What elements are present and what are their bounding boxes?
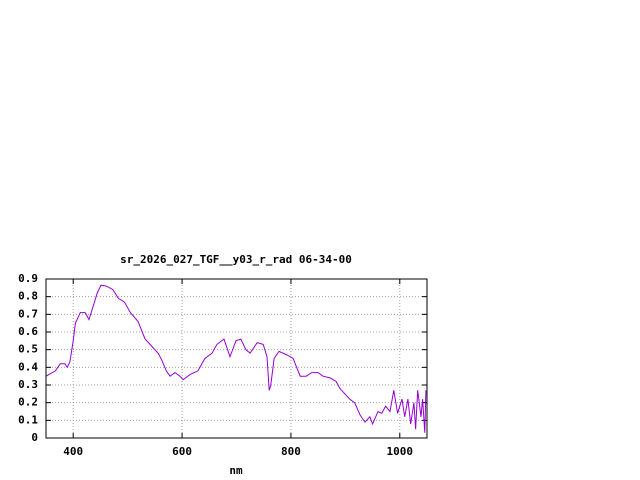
y-tick-label: 0.2 xyxy=(18,396,38,409)
y-tick-label: 0.9 xyxy=(18,272,38,285)
y-tick-label: 0 xyxy=(31,431,38,444)
data-line xyxy=(45,284,427,433)
y-tick-label: 0.6 xyxy=(18,325,38,338)
x-tick-label: 600 xyxy=(172,445,192,458)
y-tick-label: 0.4 xyxy=(18,360,38,373)
x-tick-label: 800 xyxy=(281,445,301,458)
x-axis-label: nm xyxy=(229,464,243,477)
y-tick-label: 0.7 xyxy=(18,307,38,320)
y-tick-label: 0.5 xyxy=(18,343,38,356)
x-tick-label: 1000 xyxy=(387,445,414,458)
x-tick-label: 400 xyxy=(63,445,83,458)
plot-border xyxy=(45,278,428,439)
y-tick-label: 0.1 xyxy=(18,413,38,426)
chart-title: sr_2026_027_TGF__y03_r_rad 06-34-00 xyxy=(120,253,352,266)
y-tick-label: 0.8 xyxy=(18,290,38,303)
y-tick-label: 0.3 xyxy=(18,378,38,391)
